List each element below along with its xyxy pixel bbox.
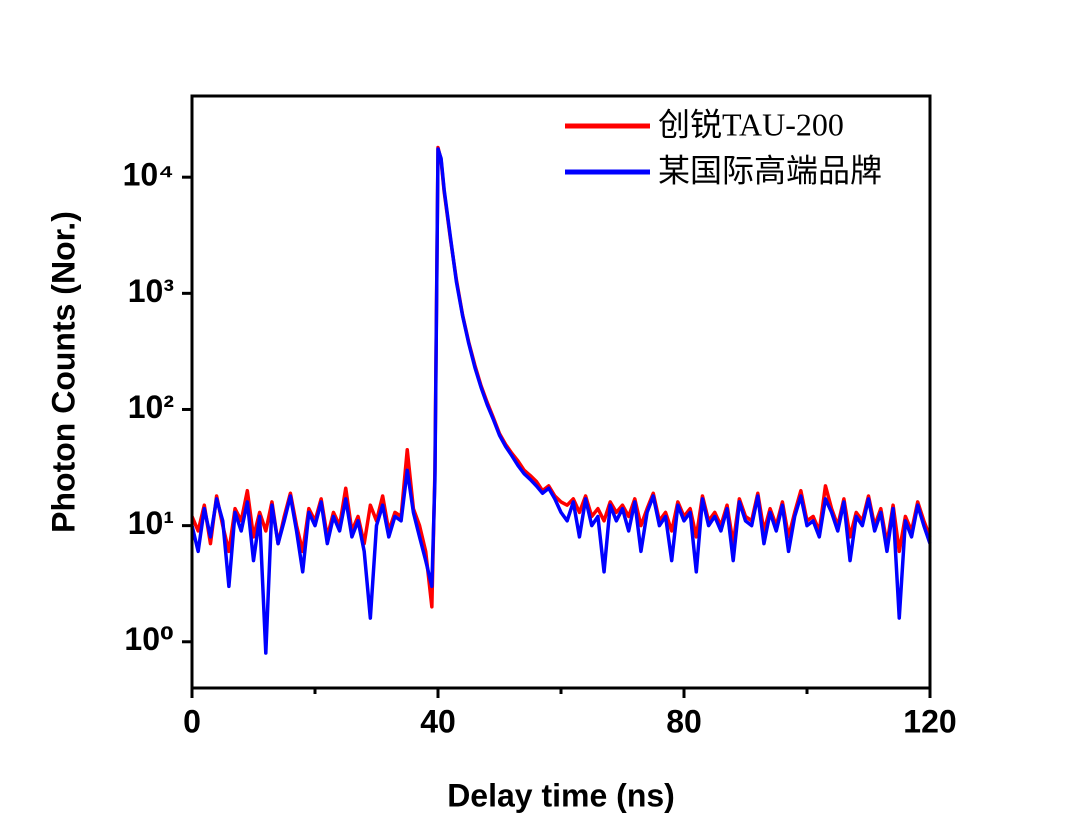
x-tick-label: 0	[183, 703, 201, 739]
y-axis-title: Photon Counts (Nor.)	[45, 211, 81, 533]
x-tick-label: 80	[666, 703, 702, 739]
y-tick-label: 10⁰	[124, 621, 174, 657]
x-axis-title: Delay time (ns)	[447, 777, 675, 813]
y-tick-label: 10²	[128, 389, 174, 425]
y-tick-label: 10⁴	[123, 157, 174, 193]
legend-label: 创锐TAU-200	[658, 106, 844, 142]
x-tick-label: 40	[420, 703, 456, 739]
data-line	[190, 147, 932, 655]
plot-frame	[190, 94, 932, 690]
y-tick-label: 10¹	[128, 505, 174, 541]
x-tick-label: 120	[903, 703, 956, 739]
legend-label: 某国际高端品牌	[658, 152, 882, 188]
y-tick-label: 10³	[128, 273, 174, 309]
